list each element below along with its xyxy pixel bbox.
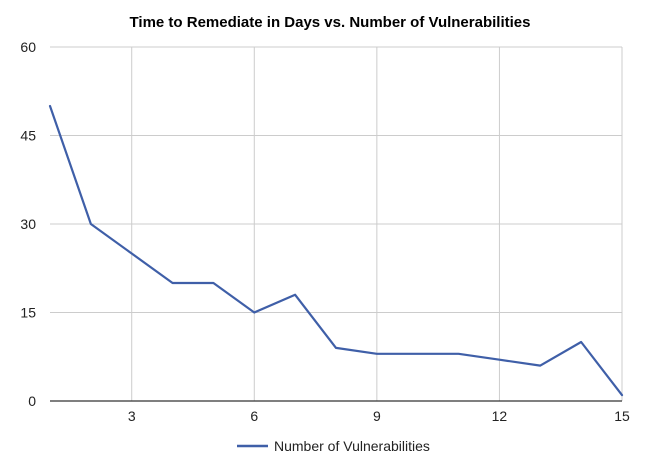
legend-label: Number of Vulnerabilities: [274, 438, 430, 454]
x-tick-label: 15: [614, 408, 630, 424]
x-tick-label: 6: [250, 408, 258, 424]
chart-title: Time to Remediate in Days vs. Number of …: [130, 14, 531, 31]
x-tick-label: 9: [373, 408, 381, 424]
grid: [50, 46, 623, 401]
legend: Number of Vulnerabilities: [237, 438, 430, 454]
y-tick-label: 45: [20, 128, 36, 144]
x-tick-label: 12: [492, 408, 508, 424]
axes: 0 15 30 45 60 3 6 9 12 15: [20, 39, 630, 424]
series-layer: [48, 104, 624, 397]
series-line: [48, 104, 624, 397]
x-tick-label: 3: [128, 408, 136, 424]
y-tick-label: 30: [20, 216, 36, 232]
y-tick-label: 0: [28, 393, 36, 409]
y-tick-label: 60: [20, 39, 36, 55]
y-tick-label: 15: [20, 305, 36, 321]
